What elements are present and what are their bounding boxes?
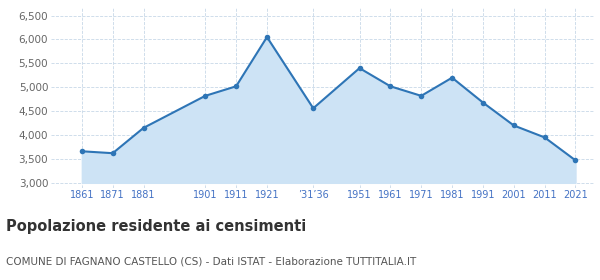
Point [200,94,210,98]
Text: COMUNE DI FAGNANO CASTELLO (CS) - Dati ISTAT - Elaborazione TUTTITALIA.IT: COMUNE DI FAGNANO CASTELLO (CS) - Dati I… [6,256,416,267]
Point [571,158,580,163]
Point [416,94,426,98]
Point [386,84,395,88]
Point [232,84,241,88]
Point [77,149,86,153]
Text: Popolazione residente ai censimenti: Popolazione residente ai censimenti [6,219,306,234]
Point [509,123,518,128]
Point [308,106,318,111]
Point [108,151,118,155]
Point [478,100,488,105]
Point [540,135,550,140]
Point [355,66,364,70]
Point [139,126,148,130]
Point [447,75,457,80]
Point [262,35,272,39]
